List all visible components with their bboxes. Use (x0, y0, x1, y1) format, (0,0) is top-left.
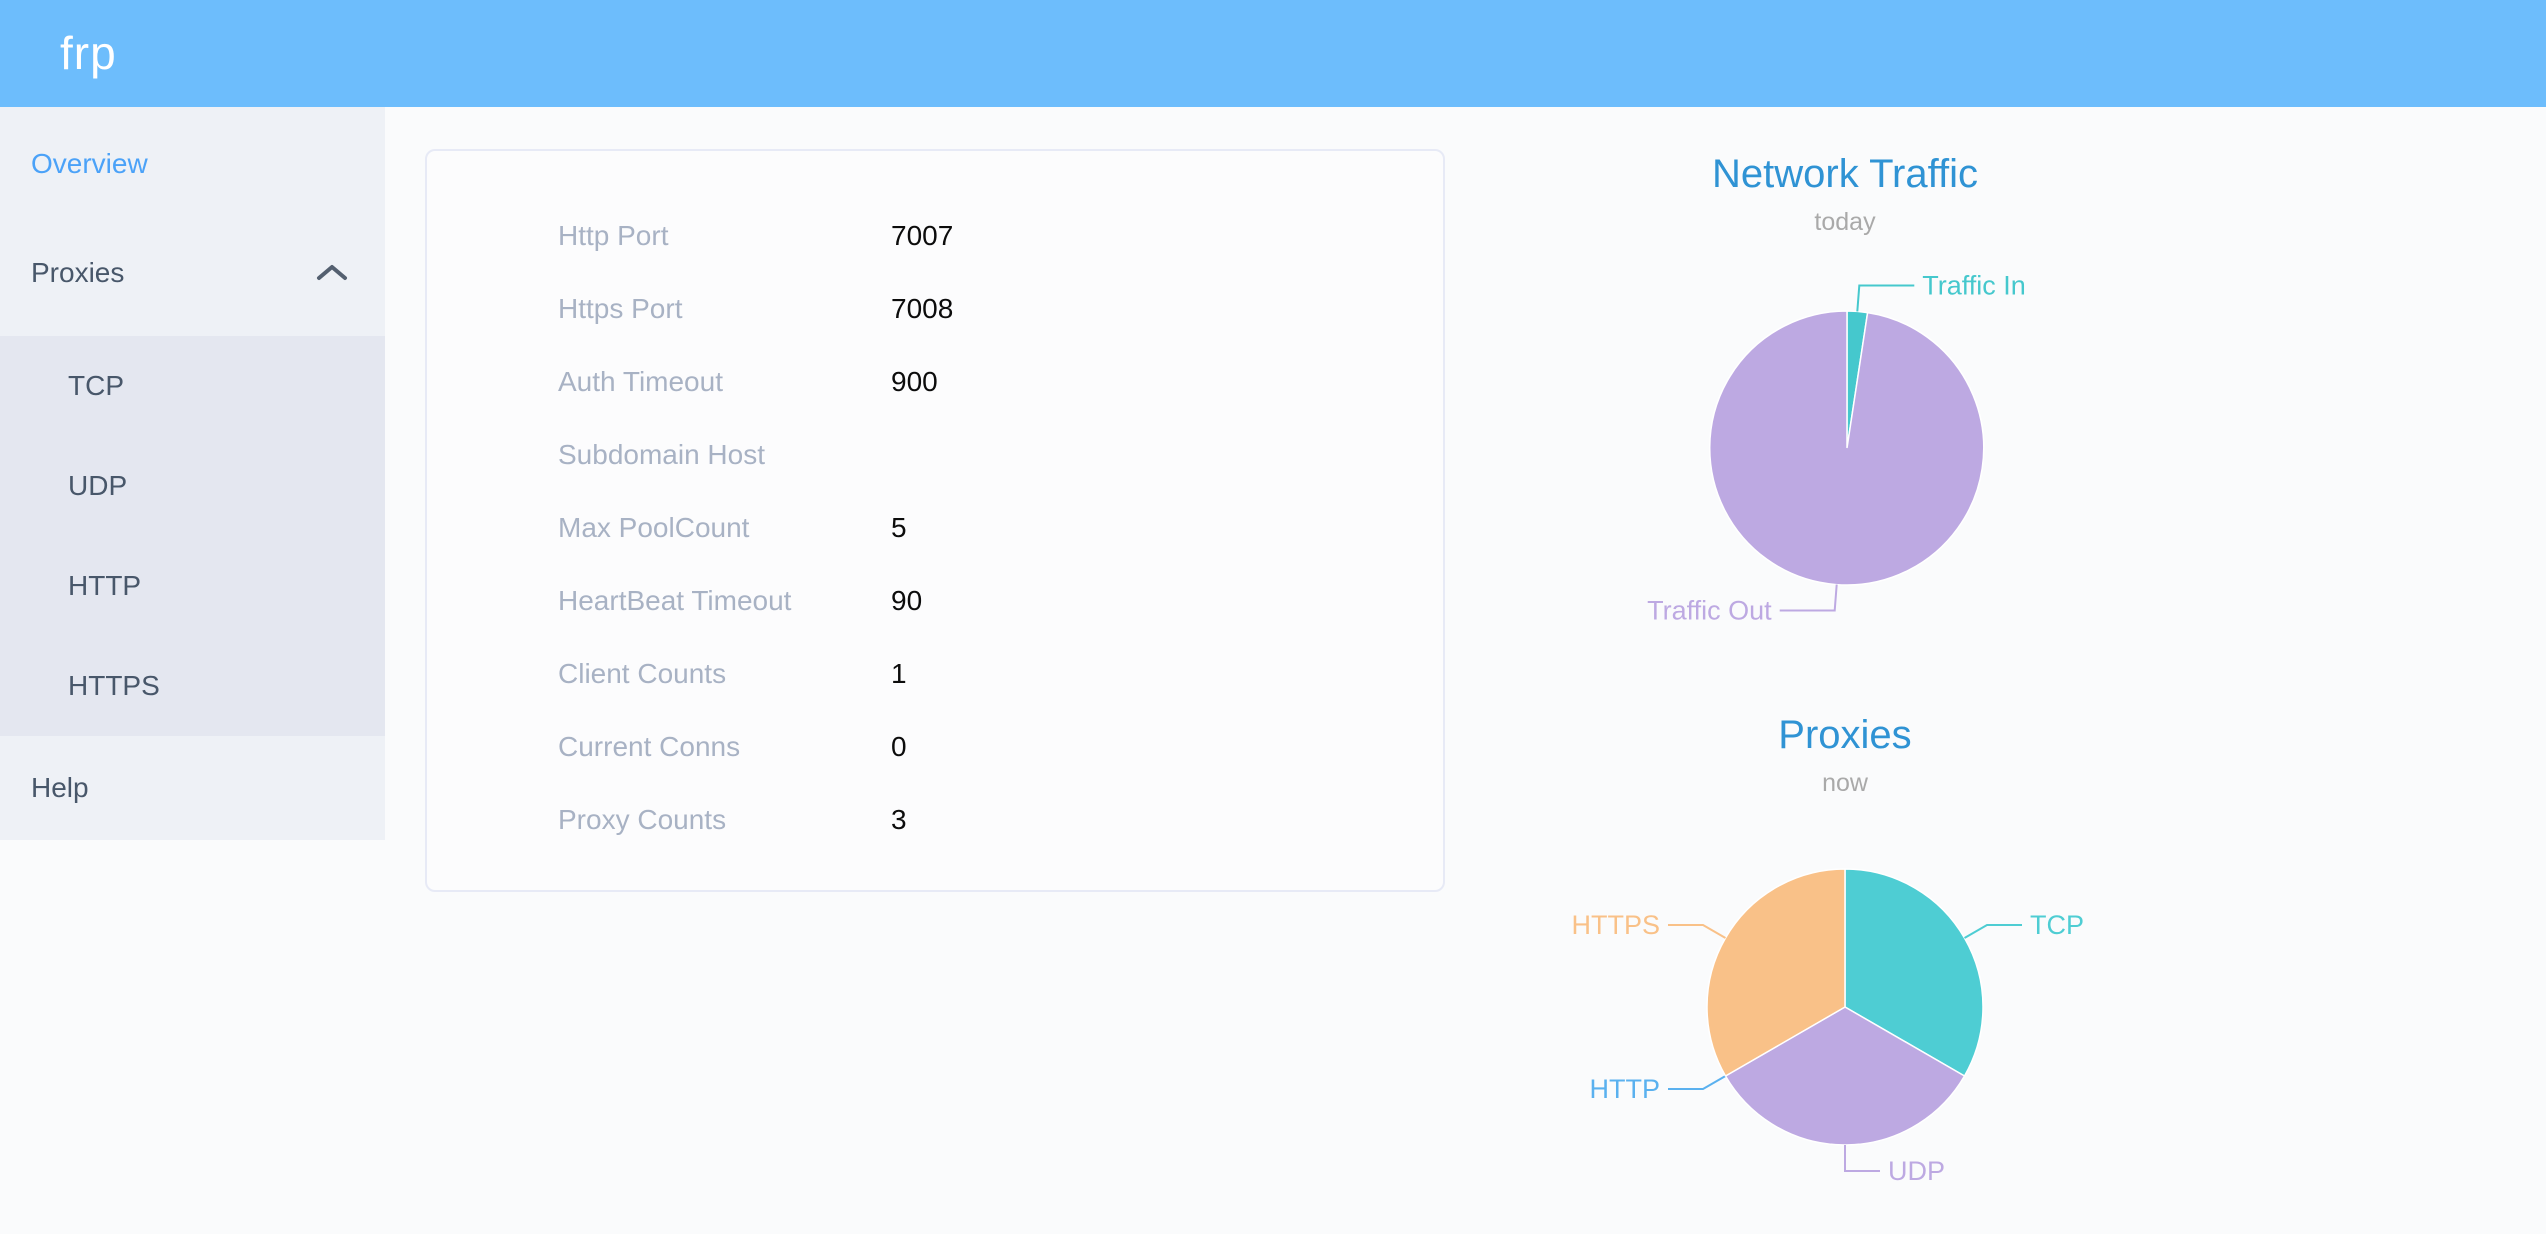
pie-slice-tcp[interactable] (1844, 868, 1984, 1078)
sidebar-item-label: UDP (68, 470, 128, 501)
config-row: Https Port 7008 (558, 272, 1443, 345)
config-value: 3 (891, 803, 907, 835)
proxies-submenu: TCP UDP HTTP HTTPS (0, 336, 385, 736)
pie-slice-traffic-out[interactable] (1709, 310, 1985, 586)
config-label: Auth Timeout (558, 365, 723, 397)
proxies-pie: TCP UDP HTTP HTTPS (1571, 868, 2084, 1186)
sidebar-item-help[interactable]: Help (0, 736, 385, 840)
network-traffic-chart: Network Traffic today Traffic In Traffic … (1545, 150, 2145, 702)
sidebar-item-label: HTTPS (68, 670, 160, 701)
chart-title: Network Traffic (1712, 152, 1978, 196)
config-label: Client Counts (558, 657, 727, 689)
pie-label-http: HTTP (1590, 1074, 1661, 1104)
pie-label-line (1668, 1075, 1727, 1090)
config-value: 90 (891, 584, 923, 616)
config-value: 7008 (891, 292, 954, 324)
config-label: Subdomain Host (558, 438, 766, 470)
config-label: Http Port (558, 219, 669, 251)
config-value: 900 (891, 365, 938, 397)
sidebar-item-label: Overview (31, 148, 148, 179)
config-label: Current Conns (558, 730, 741, 762)
pie-label-traffic-out: Traffic Out (1647, 596, 1772, 626)
pie-label-line (1856, 284, 1915, 312)
config-label: Proxy Counts (558, 803, 727, 835)
sidebar-item-http[interactable]: HTTP (0, 536, 385, 636)
chart-subtitle: now (1822, 769, 1868, 797)
sidebar-item-https[interactable]: HTTPS (0, 636, 385, 736)
sidebar-item-label: TCP (68, 370, 124, 401)
sidebar-item-proxies[interactable]: Proxies (0, 210, 385, 336)
network-traffic-pie: Traffic In Traffic Out (1647, 271, 2026, 626)
sidebar-nav: Overview Proxies TCP UDP HTTP HTTPS Help (0, 107, 385, 840)
config-row: Max PoolCount 5 (558, 491, 1443, 564)
sidebar-item-label: Proxies (31, 257, 125, 288)
config-label: Max PoolCount (558, 511, 750, 543)
chart-title: Proxies (1778, 713, 1912, 757)
chevron-up-icon (317, 265, 347, 280)
sidebar-item-udp[interactable]: UDP (0, 436, 385, 536)
config-row: Auth Timeout 900 (558, 345, 1443, 418)
config-label: Https Port (558, 292, 683, 324)
config-row: Subdomain Host (558, 418, 1443, 491)
pie-label-line (1779, 584, 1838, 612)
config-value: 0 (891, 730, 907, 762)
config-row: Client Counts 1 (558, 637, 1443, 710)
config-label: HeartBeat Timeout (558, 584, 792, 616)
sidebar-item-overview[interactable]: Overview (0, 118, 385, 210)
sidebar-item-tcp[interactable]: TCP (0, 336, 385, 436)
config-row: Proxy Counts 3 (558, 783, 1443, 856)
server-config-card: Http Port 7007 Https Port 7008 Auth Timeout 9… (425, 149, 1445, 892)
pie-label-line (1844, 1145, 1880, 1172)
proxies-chart: Proxies now TCP UDP HTTP HTTPS (1545, 711, 2145, 1223)
sidebar-item-label: HTTP (68, 570, 142, 601)
config-row: HeartBeat Timeout 90 (558, 564, 1443, 637)
config-value: 1 (891, 657, 907, 689)
config-value: 7007 (891, 219, 954, 251)
frp-logo: frp (60, 27, 117, 79)
sidebar-item-label: Help (31, 772, 89, 803)
config-row: Http Port 7007 (558, 199, 1443, 272)
pie-label-tcp: TCP (2030, 910, 2084, 940)
config-row: Current Conns 0 (558, 710, 1443, 783)
chart-subtitle: today (1814, 208, 1876, 236)
pie-label-line (1668, 924, 1727, 939)
pie-label-traffic-in: Traffic In (1922, 271, 2026, 301)
pie-slice-udp[interactable] (1724, 1006, 1966, 1146)
app-header: frp (0, 0, 2546, 107)
pie-label-udp: UDP (1888, 1156, 1945, 1186)
config-value: 5 (891, 511, 907, 543)
pie-label-https: HTTPS (1571, 910, 1660, 940)
pie-label-line (1963, 924, 2022, 939)
